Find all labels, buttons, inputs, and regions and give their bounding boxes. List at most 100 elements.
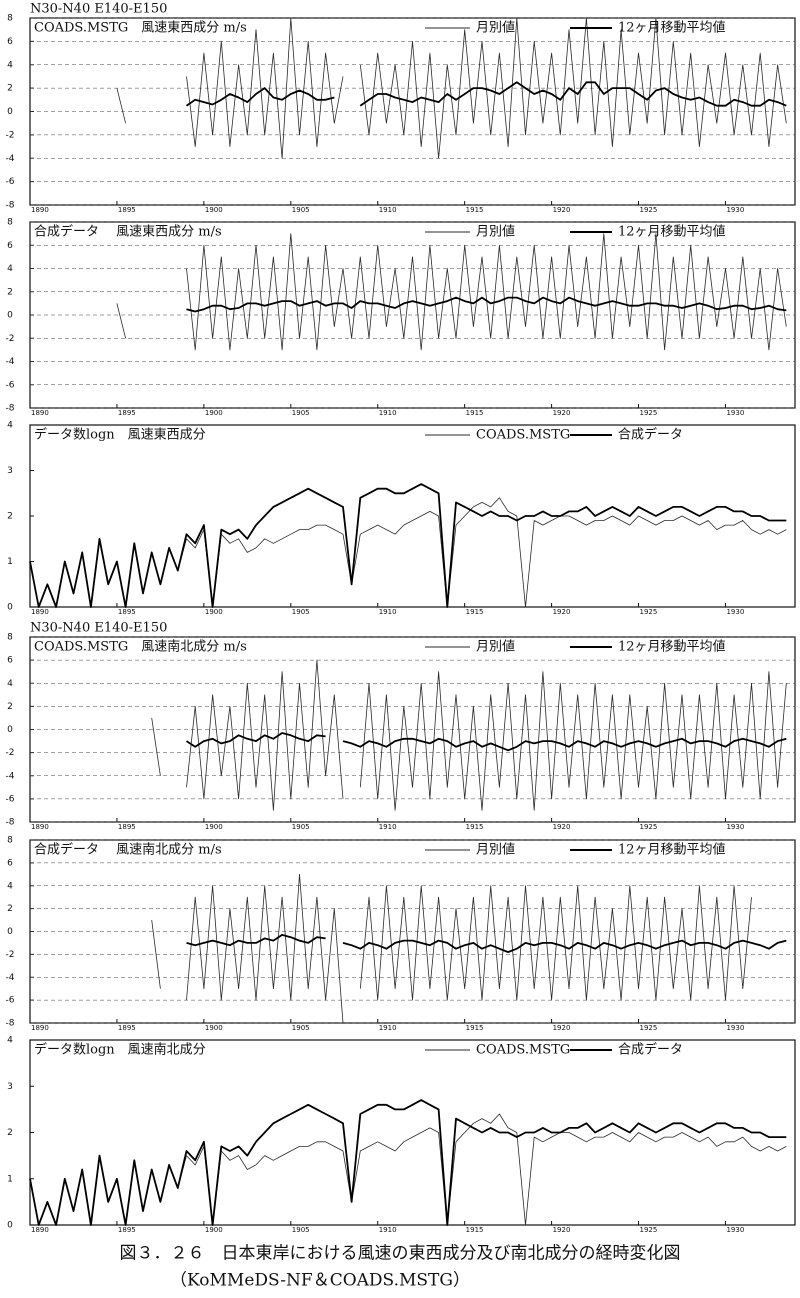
x-tick-label: 1900 bbox=[205, 608, 223, 616]
x-tick-label: 1930 bbox=[726, 409, 744, 417]
legend-label: COADS.MSTG bbox=[476, 1043, 570, 1058]
legend-label: 12ヶ月移動平均値 bbox=[618, 842, 726, 858]
y-tick-label: -4 bbox=[6, 357, 15, 367]
y-tick-label: 0 bbox=[7, 725, 13, 735]
y-tick-label: -6 bbox=[6, 380, 15, 390]
x-tick-label: 1925 bbox=[640, 608, 658, 616]
y-tick-label: 3 bbox=[7, 466, 13, 476]
y-tick-label: 0 bbox=[7, 927, 13, 937]
y-tick-label: -4 bbox=[6, 973, 15, 983]
x-tick-label: 1920 bbox=[553, 1226, 571, 1234]
panel-title: 合成データ 風速東西成分 m/s bbox=[34, 224, 222, 240]
x-tick-label: 1890 bbox=[31, 608, 49, 616]
x-tick-label: 1905 bbox=[292, 206, 310, 214]
x-tick-label: 1925 bbox=[640, 1226, 658, 1234]
plot-frame bbox=[29, 424, 796, 608]
x-tick-label: 1915 bbox=[466, 409, 484, 417]
y-tick-label: 2 bbox=[7, 904, 13, 914]
legend-label: 月別値 bbox=[476, 842, 515, 858]
y-tick-label: -4 bbox=[6, 154, 15, 164]
panel-title: データ数logn 風速東西成分 bbox=[34, 427, 206, 443]
x-tick-label: 1900 bbox=[205, 206, 223, 214]
y-tick-label: -8 bbox=[6, 818, 15, 828]
x-tick-label: 1895 bbox=[118, 409, 136, 417]
legend-label: 合成データ bbox=[618, 1042, 683, 1058]
y-tick-label: -2 bbox=[6, 334, 15, 344]
series-line bbox=[185, 81, 787, 107]
y-tick-label: 8 bbox=[7, 836, 13, 846]
x-tick-label: 1905 bbox=[292, 1024, 310, 1032]
x-tick-label: 1895 bbox=[118, 823, 136, 831]
x-tick-label: 1920 bbox=[553, 206, 571, 214]
y-tick-label: 2 bbox=[7, 702, 13, 712]
y-tick-label: 0 bbox=[7, 311, 13, 321]
y-tick-label: -8 bbox=[6, 201, 15, 211]
y-tick-label: 0 bbox=[7, 107, 13, 117]
x-tick-label: 1905 bbox=[292, 823, 310, 831]
x-tick-label: 1905 bbox=[292, 409, 310, 417]
x-tick-label: 1920 bbox=[553, 1024, 571, 1032]
y-tick-label: 3 bbox=[7, 1082, 13, 1092]
caption: 図３．２６ 日本東岸における風速の東西成分及び南北成分の経時変化図 bbox=[120, 1244, 681, 1264]
y-tick-label: 4 bbox=[7, 679, 13, 689]
x-tick-label: 1895 bbox=[118, 1024, 136, 1032]
x-tick-label: 1915 bbox=[466, 206, 484, 214]
panel-title: データ数logn 風速南北成分 bbox=[34, 1042, 206, 1058]
x-tick-label: 1910 bbox=[379, 823, 397, 831]
series-line bbox=[29, 483, 787, 608]
legend-label: 合成データ bbox=[618, 427, 683, 443]
panel-title: 合成データ 風速南北成分 m/s bbox=[34, 842, 222, 858]
x-tick-label: 1890 bbox=[31, 1024, 49, 1032]
region-label: N30-N40 E140-E150 bbox=[30, 621, 167, 636]
y-tick-label: -6 bbox=[6, 794, 15, 804]
x-tick-label: 1925 bbox=[640, 206, 658, 214]
x-tick-label: 1910 bbox=[379, 1226, 397, 1234]
x-tick-label: 1925 bbox=[640, 823, 658, 831]
y-tick-label: 4 bbox=[7, 421, 13, 431]
x-tick-label: 1920 bbox=[553, 823, 571, 831]
legend-label: COADS.MSTG bbox=[476, 428, 570, 443]
y-tick-label: 1 bbox=[7, 557, 13, 567]
series-line bbox=[186, 296, 787, 313]
y-tick-label: 6 bbox=[7, 241, 13, 251]
y-tick-label: 8 bbox=[7, 218, 13, 228]
x-tick-label: 1930 bbox=[726, 1226, 744, 1234]
legend-label: 月別値 bbox=[476, 639, 515, 655]
x-tick-label: 1930 bbox=[726, 608, 744, 616]
series-line bbox=[186, 934, 787, 953]
y-tick-label: 0 bbox=[7, 603, 13, 613]
legend-label: 月別値 bbox=[476, 20, 515, 36]
x-tick-label: 1890 bbox=[31, 409, 49, 417]
y-tick-label: -2 bbox=[6, 950, 15, 960]
legend-label: 12ヶ月移動平均値 bbox=[618, 20, 726, 36]
x-tick-label: 1920 bbox=[553, 409, 571, 417]
y-tick-label: -2 bbox=[6, 130, 15, 140]
x-tick-label: 1910 bbox=[379, 206, 397, 214]
region-label: N30-N40 E140-E150 bbox=[30, 2, 167, 17]
y-tick-label: 0 bbox=[7, 1221, 13, 1231]
x-tick-label: 1925 bbox=[640, 409, 658, 417]
y-tick-label: 6 bbox=[7, 858, 13, 868]
legend-label: 12ヶ月移動平均値 bbox=[618, 639, 726, 655]
y-tick-label: 6 bbox=[7, 37, 13, 47]
x-tick-label: 1930 bbox=[726, 206, 744, 214]
y-tick-label: -6 bbox=[6, 177, 15, 187]
y-tick-label: -8 bbox=[6, 404, 15, 414]
y-tick-label: 4 bbox=[7, 264, 13, 274]
y-tick-label: 2 bbox=[7, 287, 13, 297]
x-tick-label: 1915 bbox=[466, 608, 484, 616]
x-tick-label: 1905 bbox=[292, 608, 310, 616]
y-tick-label: 4 bbox=[7, 60, 13, 70]
y-tick-label: -4 bbox=[6, 771, 15, 781]
plot-frame bbox=[29, 1039, 796, 1226]
x-tick-label: 1910 bbox=[379, 1024, 397, 1032]
legend-label: 月別値 bbox=[476, 224, 515, 240]
x-tick-label: 1910 bbox=[379, 409, 397, 417]
series-line bbox=[116, 17, 787, 159]
caption-sub: （KoMMeDS-NF＆COADS.MSTG） bbox=[170, 1271, 470, 1291]
x-tick-label: 1890 bbox=[31, 206, 49, 214]
x-tick-label: 1895 bbox=[118, 608, 136, 616]
y-tick-label: 1 bbox=[7, 1174, 13, 1184]
